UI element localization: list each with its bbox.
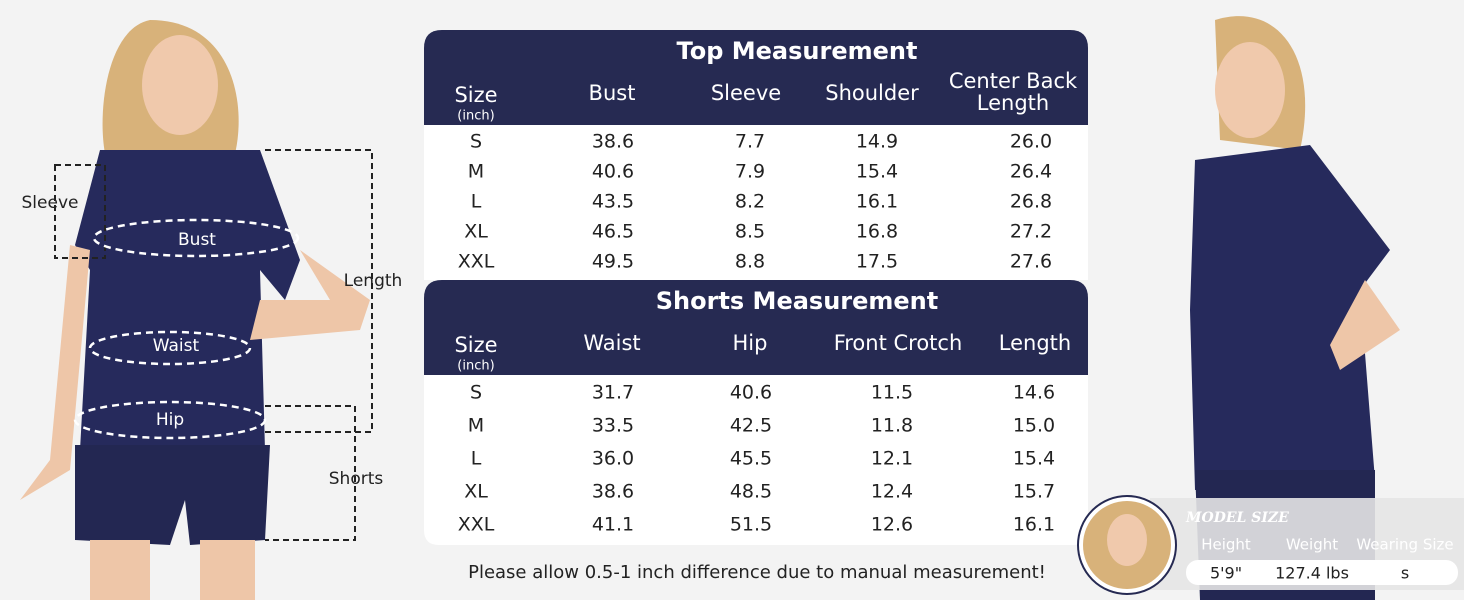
value-cell: 51.5: [730, 514, 772, 536]
tables: Top Measurement Size (inch) Bust Sleeve Shoul…: [454, 37, 1078, 536]
model-size-value: 5'9": [1210, 564, 1242, 583]
size-cell: XL: [464, 221, 488, 243]
value-cell: 48.5: [730, 481, 772, 503]
label-shorts: Shorts: [329, 469, 384, 489]
model-size-value: 127.4 lbs: [1275, 564, 1349, 583]
value-cell: 15.7: [1013, 481, 1055, 503]
value-cell: 7.7: [735, 131, 765, 153]
model-size-value: s: [1401, 564, 1409, 583]
value-cell: 46.5: [592, 221, 634, 243]
value-cell: 16.1: [1013, 514, 1055, 536]
label-length: Length: [344, 271, 403, 291]
value-cell: 38.6: [592, 481, 634, 503]
label-waist: Waist: [153, 336, 200, 356]
value-cell: 11.8: [871, 415, 913, 437]
size-cell: M: [468, 415, 484, 437]
value-cell: 12.6: [871, 514, 913, 536]
top-header-bg: [424, 30, 1088, 125]
value-cell: 15.0: [1013, 415, 1055, 437]
value-cell: 15.4: [856, 161, 898, 183]
shorts-body-bg: [424, 375, 1088, 545]
value-cell: 36.0: [592, 448, 634, 470]
value-cell: 41.1: [592, 514, 634, 536]
column-header: Hip: [733, 331, 768, 355]
value-cell: 12.1: [871, 448, 913, 470]
value-cell: 42.5: [730, 415, 772, 437]
column-header: Front Crotch: [834, 331, 963, 355]
value-cell: 8.5: [735, 221, 765, 243]
value-cell: 49.5: [592, 251, 634, 273]
size-unit: (inch): [457, 359, 494, 374]
length-marker: [265, 149, 373, 433]
value-cell: 15.4: [1013, 448, 1055, 470]
value-cell: 11.5: [871, 382, 913, 404]
size-cell: L: [471, 448, 482, 470]
model-size-header: Wearing Size: [1356, 536, 1453, 554]
model-avatar-face: [1107, 514, 1147, 566]
table-title: Top Measurement: [677, 37, 918, 65]
size-chart: Top Measurement Size (inch) Bust Sleeve Shoul…: [424, 30, 1088, 545]
label-bust: Bust: [178, 230, 216, 250]
model-size-header: Weight: [1286, 536, 1338, 554]
column-header: Center Back Length: [949, 69, 1078, 115]
value-cell: 45.5: [730, 448, 772, 470]
value-cell: 8.2: [735, 191, 765, 213]
size-header: Size: [454, 83, 497, 107]
size-cell: M: [468, 161, 484, 183]
value-cell: 14.6: [1013, 382, 1055, 404]
value-cell: 7.9: [735, 161, 765, 183]
value-cell: 17.5: [856, 251, 898, 273]
size-cell: XL: [464, 481, 488, 503]
size-header: Size: [454, 333, 497, 357]
value-cell: 26.4: [1010, 161, 1052, 183]
size-cell: XXL: [458, 251, 495, 273]
column-header: Bust: [589, 81, 636, 105]
column-header: Sleeve: [711, 81, 781, 105]
waist-marker: [88, 330, 252, 366]
top-body-bg: [424, 125, 1088, 280]
size-unit: (inch): [457, 109, 494, 124]
value-cell: 40.6: [592, 161, 634, 183]
value-cell: 38.6: [592, 131, 634, 153]
shorts-header-bg: [424, 280, 1088, 375]
label-sleeve: Sleeve: [22, 193, 79, 213]
value-cell: 14.9: [856, 131, 898, 153]
model-size: MODEL SIZE Height 5'9" Weight 127.4 lbs Wear…: [1077, 495, 1464, 595]
model-size-pill: [1186, 560, 1458, 585]
size-cell: S: [470, 382, 482, 404]
column-header: Length: [999, 331, 1071, 355]
value-cell: 40.6: [730, 382, 772, 404]
column-header: Waist: [583, 331, 640, 355]
hip-marker: [73, 400, 267, 440]
note: Please allow 0.5-1 inch difference due t…: [468, 562, 1046, 583]
column-header: Shoulder: [825, 81, 919, 105]
bust-marker: [92, 218, 300, 258]
model-size-header: Height: [1201, 536, 1251, 554]
value-cell: 33.5: [592, 415, 634, 437]
value-cell: 26.0: [1010, 131, 1052, 153]
value-cell: 27.6: [1010, 251, 1052, 273]
table-title: Shorts Measurement: [656, 287, 939, 315]
value-cell: 16.8: [856, 221, 898, 243]
value-cell: 27.2: [1010, 221, 1052, 243]
size-cell: XXL: [458, 514, 495, 536]
model-size-grid: Height 5'9" Weight 127.4 lbs Wearing Size s: [1201, 536, 1453, 583]
size-cell: S: [470, 131, 482, 153]
sleeve-marker: [54, 164, 106, 259]
value-cell: 31.7: [592, 382, 634, 404]
shorts-marker: [265, 405, 356, 541]
model-size-title: MODEL SIZE: [1185, 510, 1289, 526]
value-cell: 26.8: [1010, 191, 1052, 213]
value-cell: 8.8: [735, 251, 765, 273]
front-model: [20, 20, 370, 600]
value-cell: 16.1: [856, 191, 898, 213]
label-hip: Hip: [156, 410, 184, 430]
value-cell: 12.4: [871, 481, 913, 503]
size-cell: L: [471, 191, 482, 213]
value-cell: 43.5: [592, 191, 634, 213]
